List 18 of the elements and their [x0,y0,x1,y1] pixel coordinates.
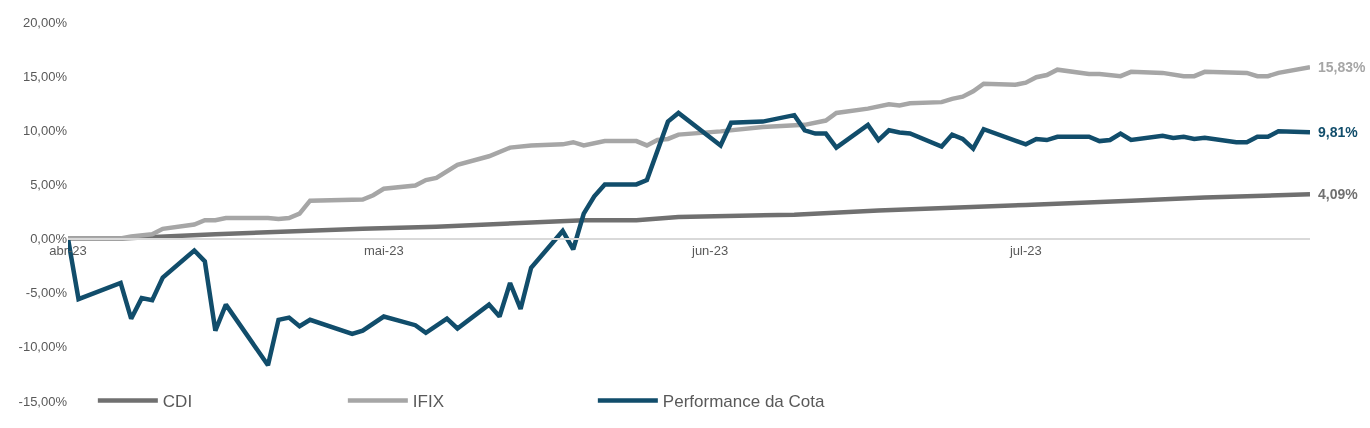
y-tick-label: 15,00% [22,68,68,84]
y-tick-label: 10,00% [22,122,68,138]
x-tick-label: mai-23 [363,243,404,259]
x-tick-label: jul-23 [1008,243,1042,259]
y-tick-label: 5,00% [30,176,68,192]
y-tick-label: -15,00% [18,393,68,409]
line-series [68,64,1310,241]
legend-label: Performance da Cota [662,392,825,412]
x-tick-label: jun-23 [690,243,729,259]
y-tick-label: -10,00% [18,339,68,355]
annotation: 15,83% [1318,59,1367,75]
annotation: 4,09% [1318,186,1359,202]
legend-label: IFIX [412,392,445,412]
annotation: 9,81% [1318,124,1359,140]
legend-label: CDI [162,392,193,412]
y-tick-label: 0,00% [30,231,68,247]
y-tick-label: -5,00% [25,285,68,301]
y-tick-label: 20,00% [22,14,68,30]
